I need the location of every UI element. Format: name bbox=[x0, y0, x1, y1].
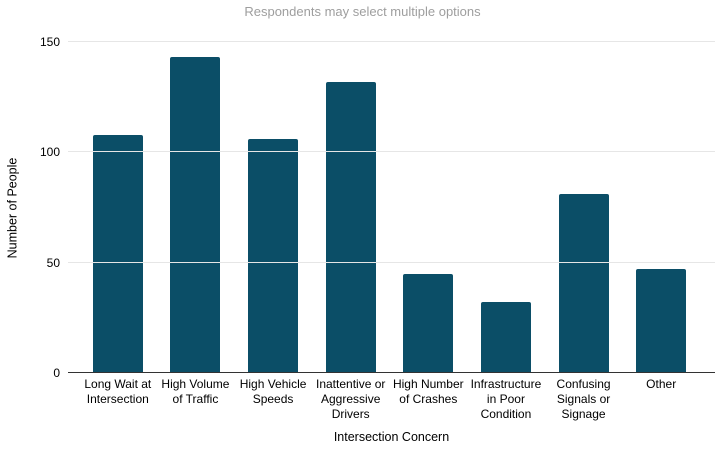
x-tick-label-infrastructure-in-poor-condition: Infrastructure in Poor Condition bbox=[470, 377, 542, 421]
bar-slot bbox=[312, 42, 390, 373]
bar-slot bbox=[157, 42, 235, 373]
bar-slot bbox=[390, 42, 468, 373]
bar-slot bbox=[79, 42, 157, 373]
x-tick-label-high-number-of-crashes: High Number of Crashes bbox=[392, 377, 464, 406]
x-axis-line bbox=[68, 372, 715, 373]
x-tick-label-high-volume-of-traffic: High Volume of Traffic bbox=[161, 377, 230, 406]
bar-confusing-signals-or-signage[interactable] bbox=[558, 194, 609, 373]
x-axis-ticks: Long Wait at Intersection High Volume of … bbox=[79, 377, 700, 422]
y-tick-label-150: 150 bbox=[39, 35, 60, 49]
gridline-150 bbox=[68, 41, 715, 42]
bars-row bbox=[79, 42, 700, 373]
bar-slot bbox=[234, 42, 312, 373]
x-tick-label-confusing-signals-or-signage: Confusing Signals or Signage bbox=[556, 377, 611, 421]
bar-high-volume-of-traffic[interactable] bbox=[170, 57, 221, 373]
bar-slot bbox=[467, 42, 545, 373]
bar-high-vehicle-speeds[interactable] bbox=[248, 139, 299, 373]
x-tick-label-inattentive-or-aggressive-drivers: Inattentive or Aggressive Drivers bbox=[316, 377, 386, 421]
plot-area bbox=[68, 41, 715, 373]
bar-inattentive-or-aggressive-drivers[interactable] bbox=[325, 81, 376, 373]
bar-slot bbox=[545, 42, 623, 373]
y-axis-ticks: 0 50 100 150 bbox=[0, 35, 60, 380]
x-tick-label-long-wait-at-intersection: Long Wait at Intersection bbox=[84, 377, 152, 406]
gridline-50 bbox=[68, 261, 715, 263]
gridline-100 bbox=[68, 151, 715, 153]
bar-high-number-of-crashes[interactable] bbox=[403, 273, 454, 373]
x-axis-title: Intersection Concern bbox=[333, 430, 450, 444]
bar-slot bbox=[622, 42, 700, 373]
chart-title: Respondents may select multiple options bbox=[244, 4, 481, 19]
y-tick-label-50: 50 bbox=[46, 255, 60, 270]
x-tick-label-high-vehicle-speeds: High Vehicle Speeds bbox=[239, 377, 307, 406]
y-tick-label-0: 0 bbox=[53, 366, 60, 380]
bar-other[interactable] bbox=[636, 269, 687, 373]
bar-infrastructure-in-poor-condition[interactable] bbox=[480, 302, 531, 373]
bar-long-wait-at-intersection[interactable] bbox=[92, 134, 143, 373]
y-tick-label-100: 100 bbox=[39, 145, 60, 160]
x-tick-label-other: Other bbox=[646, 377, 677, 391]
